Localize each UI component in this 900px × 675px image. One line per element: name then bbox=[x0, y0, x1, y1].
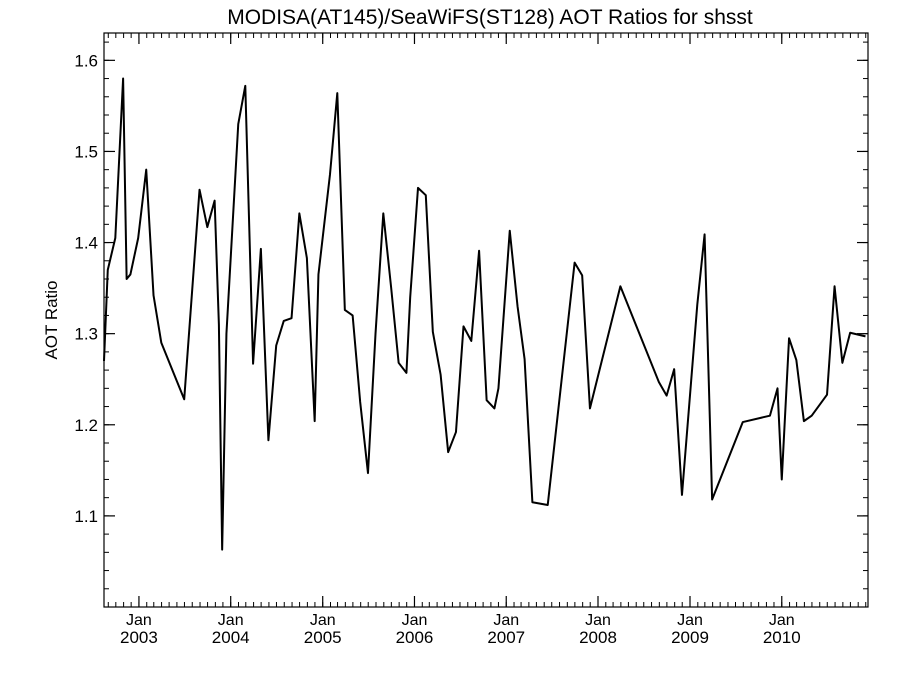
chart-title: MODISA(AT145)/SeaWiFS(ST128) AOT Ratios … bbox=[227, 6, 753, 29]
x-tick-year-label: 2003 bbox=[120, 628, 158, 647]
x-tick-year-label: 2008 bbox=[579, 628, 617, 647]
x-tick-month-label: Jan bbox=[677, 612, 703, 629]
x-tick-year-label: 2010 bbox=[763, 628, 801, 647]
y-tick-label: 1.4 bbox=[74, 234, 98, 253]
x-tick-month-label: Jan bbox=[310, 612, 336, 629]
x-tick-year-label: 2006 bbox=[396, 628, 434, 647]
x-tick-month-label: Jan bbox=[126, 612, 152, 629]
x-tick-year-label: 2004 bbox=[212, 628, 250, 647]
y-tick-label: 1.3 bbox=[74, 325, 98, 344]
y-tick-label: 1.1 bbox=[74, 507, 98, 526]
y-tick-label: 1.6 bbox=[74, 51, 98, 70]
x-tick-year-label: 2005 bbox=[304, 628, 342, 647]
x-tick-month-label: Jan bbox=[402, 612, 428, 629]
x-tick-year-label: 2007 bbox=[487, 628, 525, 647]
x-tick-month-label: Jan bbox=[585, 612, 611, 629]
axis-ticks bbox=[104, 33, 868, 608]
plot-frame bbox=[103, 32, 869, 608]
x-tick-month-label: Jan bbox=[493, 612, 519, 629]
tick-labels: 1.11.21.31.41.51.6Jan2003Jan2004Jan2005J… bbox=[74, 51, 800, 647]
y-tick-label: 1.5 bbox=[74, 142, 98, 161]
x-tick-month-label: Jan bbox=[769, 612, 795, 629]
x-tick-month-label: Jan bbox=[218, 612, 244, 629]
x-tick-year-label: 2009 bbox=[671, 628, 709, 647]
y-axis-label: AOT Ratio bbox=[42, 280, 61, 359]
series-line bbox=[103, 77, 866, 551]
y-tick-label: 1.2 bbox=[74, 416, 98, 435]
